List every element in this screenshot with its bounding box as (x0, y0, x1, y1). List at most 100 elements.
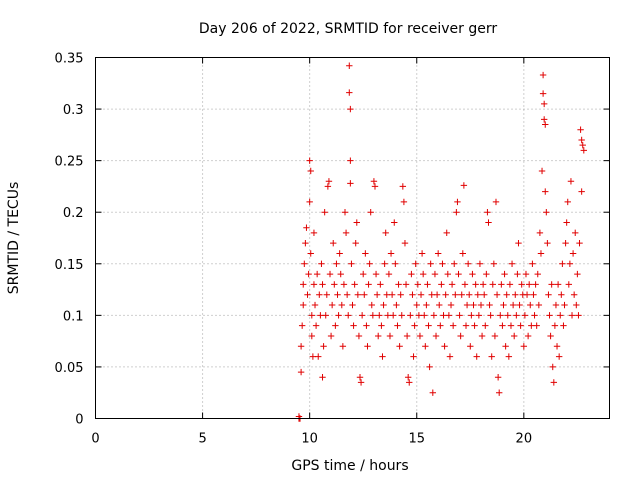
data-point (401, 239, 409, 247)
data-point (306, 198, 313, 206)
data-point (360, 270, 367, 278)
data-point (577, 126, 584, 133)
data-point (437, 322, 444, 329)
data-point (512, 291, 519, 298)
data-point (326, 270, 334, 278)
data-point (569, 250, 577, 257)
data-point (549, 363, 556, 371)
data-point (352, 239, 359, 247)
data-point (302, 239, 309, 247)
data-point (459, 250, 466, 257)
data-point (335, 312, 342, 319)
data-point (538, 167, 546, 175)
data-point (403, 332, 411, 340)
data-point (349, 301, 356, 309)
data-point (388, 291, 396, 298)
data-point (300, 281, 307, 288)
data-point (501, 270, 508, 278)
data-point (379, 353, 386, 360)
data-point (411, 322, 418, 329)
data-point (377, 281, 384, 288)
data-point (341, 209, 349, 216)
data-point (391, 219, 398, 226)
data-point (429, 389, 437, 396)
data-point (427, 260, 434, 267)
data-point (496, 389, 503, 396)
x-axis-label: GPS time / hours (291, 458, 408, 474)
data-point (399, 183, 407, 190)
data-point (467, 343, 474, 350)
data-point (524, 332, 532, 340)
data-point (539, 90, 547, 97)
data-point (394, 322, 401, 329)
data-point (485, 219, 492, 226)
data-point (441, 343, 448, 350)
data-point (444, 270, 451, 278)
data-point (542, 188, 549, 195)
data-point (498, 281, 505, 288)
data-point (347, 105, 354, 113)
data-point (297, 343, 305, 350)
data-point (458, 291, 465, 298)
data-point (436, 301, 443, 309)
data-point (340, 281, 348, 288)
data-point (389, 312, 397, 319)
data-point (433, 291, 441, 298)
data-point (381, 260, 388, 267)
y-tick-label: 0.3 (63, 103, 84, 118)
data-point (572, 229, 579, 237)
data-point (453, 209, 460, 216)
data-point (487, 312, 494, 319)
data-point (404, 374, 412, 381)
data-point (423, 301, 430, 309)
data-point (325, 178, 333, 185)
plot-frame (95, 57, 610, 419)
y-tick-label: 0.1 (63, 309, 84, 324)
data-point (483, 270, 490, 278)
data-point (494, 374, 502, 381)
data-point (402, 281, 410, 288)
data-point (540, 100, 548, 108)
data-point (431, 270, 439, 278)
data-point (481, 291, 488, 298)
data-point (497, 312, 504, 319)
data-point (469, 270, 476, 278)
data-point (386, 332, 394, 340)
data-point (457, 332, 464, 340)
data-point (543, 209, 550, 216)
data-point (474, 291, 481, 298)
data-point (409, 291, 416, 298)
data-point (366, 260, 373, 267)
data-point (502, 343, 509, 350)
data-point (542, 121, 549, 128)
data-point (313, 270, 321, 278)
data-point (529, 260, 536, 267)
data-point (362, 250, 369, 257)
data-point (376, 312, 383, 319)
data-point (455, 270, 462, 278)
data-point (417, 291, 425, 298)
data-point (506, 281, 514, 288)
data-point (338, 301, 345, 309)
data-point (580, 147, 587, 154)
data-point (547, 332, 554, 340)
data-point (384, 312, 392, 319)
data-point (373, 291, 381, 298)
data-point (418, 250, 426, 257)
data-point (486, 301, 493, 309)
data-point (434, 250, 442, 257)
data-point (312, 322, 320, 329)
data-point (551, 322, 559, 329)
data-point (521, 312, 529, 319)
data-point (368, 301, 375, 309)
data-point (327, 332, 335, 340)
x-tick-label: 10 (301, 432, 318, 447)
data-point (523, 291, 531, 298)
data-point (452, 291, 459, 298)
data-point (393, 301, 400, 309)
data-point (428, 291, 435, 298)
data-point (489, 281, 496, 288)
data-point (364, 343, 371, 350)
data-point (356, 374, 364, 381)
data-point (304, 291, 311, 298)
